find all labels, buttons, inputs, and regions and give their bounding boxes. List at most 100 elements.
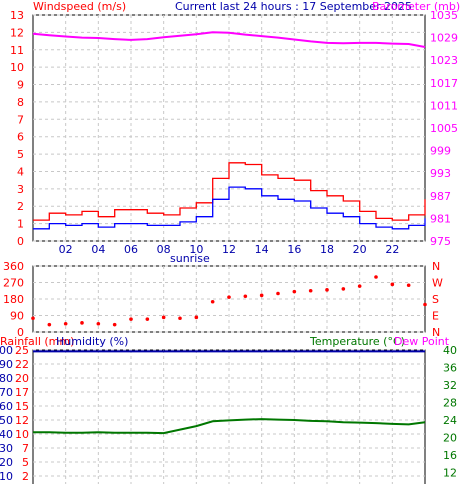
direction-y-tick-label: 0 bbox=[17, 326, 24, 339]
time-x-tick-label: 04 bbox=[91, 243, 105, 256]
direction-point bbox=[178, 316, 182, 321]
humidity-y-tick-label: 60 bbox=[0, 400, 13, 413]
time-x-tick-label: 12 bbox=[222, 243, 236, 256]
direction-point bbox=[341, 287, 346, 291]
temp-panel-grid bbox=[33, 349, 425, 484]
temperature-y-ticks: 81216202428323640 bbox=[443, 344, 457, 480]
barometer-y-tick-label: 1023 bbox=[430, 54, 458, 67]
wind-y-tick-label: 8 bbox=[17, 96, 24, 109]
direction-point bbox=[194, 315, 199, 320]
direction-point bbox=[423, 302, 427, 307]
rainfall-y-tick-label: 22 bbox=[15, 358, 29, 371]
humidity-y-tick-label: 20 bbox=[0, 456, 13, 469]
temperature-y-tick-label: 36 bbox=[443, 362, 457, 375]
barometer-y-tick-label: 1029 bbox=[430, 32, 458, 45]
average-wind-line bbox=[33, 186, 426, 230]
direction-series bbox=[31, 275, 427, 327]
temperature-y-tick-label: 20 bbox=[443, 432, 457, 445]
wind-y-tick-label: 13 bbox=[10, 9, 24, 22]
wind-y-tick-label: 11 bbox=[10, 44, 24, 57]
direction-point bbox=[145, 317, 150, 321]
humidity-y-tick-label: 10 bbox=[0, 470, 13, 483]
compass-y-tick-label: N bbox=[432, 260, 440, 273]
time-x-tick-label: 18 bbox=[320, 243, 334, 256]
rainfall-y-tick-label: 20 bbox=[15, 372, 29, 385]
direction-panel-grid bbox=[33, 265, 425, 333]
rainfall-y-tick-label: 2 bbox=[22, 470, 29, 483]
gust-line bbox=[33, 162, 426, 221]
direction-point bbox=[227, 295, 231, 299]
time-x-tick-label: 02 bbox=[59, 243, 73, 256]
humidity-y-tick-label: 90 bbox=[0, 358, 13, 371]
chart-title: Current last 24 hours : 17 September 202… bbox=[175, 0, 412, 13]
humidity-y-tick-label: 40 bbox=[0, 428, 13, 441]
temperature-y-tick-label: 12 bbox=[443, 467, 457, 480]
wind-y-tick-label: 5 bbox=[17, 148, 24, 161]
compass-y-tick-label: E bbox=[432, 310, 439, 323]
time-x-tick-label: 16 bbox=[287, 243, 301, 256]
time-x-tick-label: 10 bbox=[189, 243, 203, 256]
wind-y-tick-label: 3 bbox=[17, 183, 24, 196]
rainfall-y-tick-label: 17 bbox=[15, 386, 29, 399]
temperature-y-tick-label: 40 bbox=[443, 344, 457, 357]
wind-y-tick-label: 0 bbox=[17, 235, 24, 248]
time-x-tick-label: 14 bbox=[255, 243, 269, 256]
barometer-y-tick-label: 1005 bbox=[430, 122, 458, 135]
rainfall-axis-title: Rainfall (mm) bbox=[0, 335, 74, 348]
direction-point bbox=[406, 283, 411, 288]
direction-point bbox=[31, 316, 35, 321]
direction-point bbox=[63, 321, 68, 326]
windspeed-axis-title: Windspeed (m/s) bbox=[33, 0, 126, 13]
humidity-y-tick-label: 100 bbox=[0, 344, 13, 357]
rainfall-y-tick-label: 7 bbox=[22, 442, 29, 455]
direction-point bbox=[390, 282, 395, 287]
direction-point bbox=[325, 288, 329, 292]
rainfall-y-tick-label: 12 bbox=[15, 414, 29, 427]
barometer-y-tick-label: 999 bbox=[430, 145, 451, 158]
direction-point bbox=[161, 315, 166, 320]
wind-series bbox=[32, 31, 426, 230]
barometer-axis-title: Barometer (mb) bbox=[372, 0, 460, 13]
wind-y-tick-label: 1 bbox=[17, 218, 24, 231]
humidity-y-tick-label: 70 bbox=[0, 386, 13, 399]
wind-y-tick-label: 6 bbox=[17, 131, 24, 144]
dewpoint-axis-title: Dew Point bbox=[394, 335, 450, 348]
time-x-tick-label: 22 bbox=[385, 243, 399, 256]
compass-y-tick-label: S bbox=[432, 293, 439, 306]
direction-y-tick-label: 270 bbox=[3, 277, 24, 290]
humidity-axis-title: Humidity (%) bbox=[56, 335, 128, 348]
barometer-y-tick-label: 981 bbox=[430, 212, 451, 225]
time-x-tick-label: 06 bbox=[124, 243, 138, 256]
time-x-tick-label: 20 bbox=[353, 243, 367, 256]
humidity-y-tick-label: 30 bbox=[0, 442, 13, 455]
rainfall-y-tick-label: 10 bbox=[15, 428, 29, 441]
direction-point bbox=[112, 322, 117, 327]
wind-y-tick-label: 2 bbox=[17, 200, 24, 213]
time-x-tick-label: 08 bbox=[157, 243, 171, 256]
wind-y-tick-label: 9 bbox=[17, 79, 24, 92]
direction-point bbox=[210, 299, 215, 304]
wind-y-tick-label: 12 bbox=[10, 26, 24, 39]
humidity-y-ticks: 0102030405060708090100 bbox=[0, 344, 13, 483]
rainfall-y-tick-label: 25 bbox=[15, 344, 29, 357]
direction-point bbox=[259, 293, 264, 298]
pressure-line bbox=[32, 31, 426, 48]
rainfall-y-tick-label: 15 bbox=[15, 400, 29, 413]
direction-y-tick-label: 360 bbox=[3, 260, 24, 273]
temperature-y-tick-label: 32 bbox=[443, 379, 457, 392]
direction-point bbox=[308, 288, 313, 293]
temperature-y-tick-label: 28 bbox=[443, 397, 457, 410]
wind-y-tick-label: 10 bbox=[10, 61, 24, 74]
direction-point bbox=[129, 317, 133, 321]
temperature-y-tick-label: 16 bbox=[443, 449, 457, 462]
compass-y-tick-label: N bbox=[432, 326, 440, 339]
barometer-y-tick-label: 987 bbox=[430, 190, 451, 203]
barometer-y-ticks: 975 981 987 993 999 1005 1011 1017 1023 1029 1035 bbox=[430, 9, 458, 248]
direction-point bbox=[292, 289, 297, 294]
direction-point bbox=[243, 294, 248, 299]
direction-point bbox=[47, 322, 52, 327]
direction-point bbox=[374, 275, 378, 279]
barometer-y-tick-label: 975 bbox=[430, 235, 451, 248]
